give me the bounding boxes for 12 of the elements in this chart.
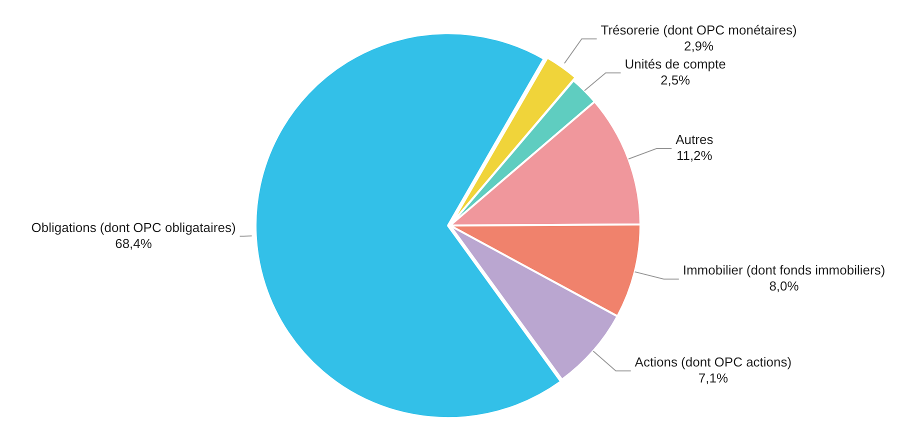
- data-label: 7,1%: [698, 370, 728, 386]
- slice-label: Actions (dont OPC actions): [634, 354, 792, 370]
- slice-label: Autres: [676, 132, 714, 148]
- data-label: 2,9%: [684, 38, 714, 54]
- slice-label: Immobilier (dont fonds immobiliers): [682, 262, 886, 278]
- data-label: 8,0%: [769, 278, 800, 294]
- data-label: 11,2%: [676, 148, 713, 164]
- slice-label: Obligations (dont OPC obligataires): [31, 220, 236, 235]
- data-label: 68,4%: [115, 236, 152, 251]
- slice-label: Unités de compte: [624, 56, 726, 72]
- data-label: 2,5%: [660, 72, 691, 88]
- slice-label: Trésorerie (dont OPC monétaires): [600, 22, 797, 38]
